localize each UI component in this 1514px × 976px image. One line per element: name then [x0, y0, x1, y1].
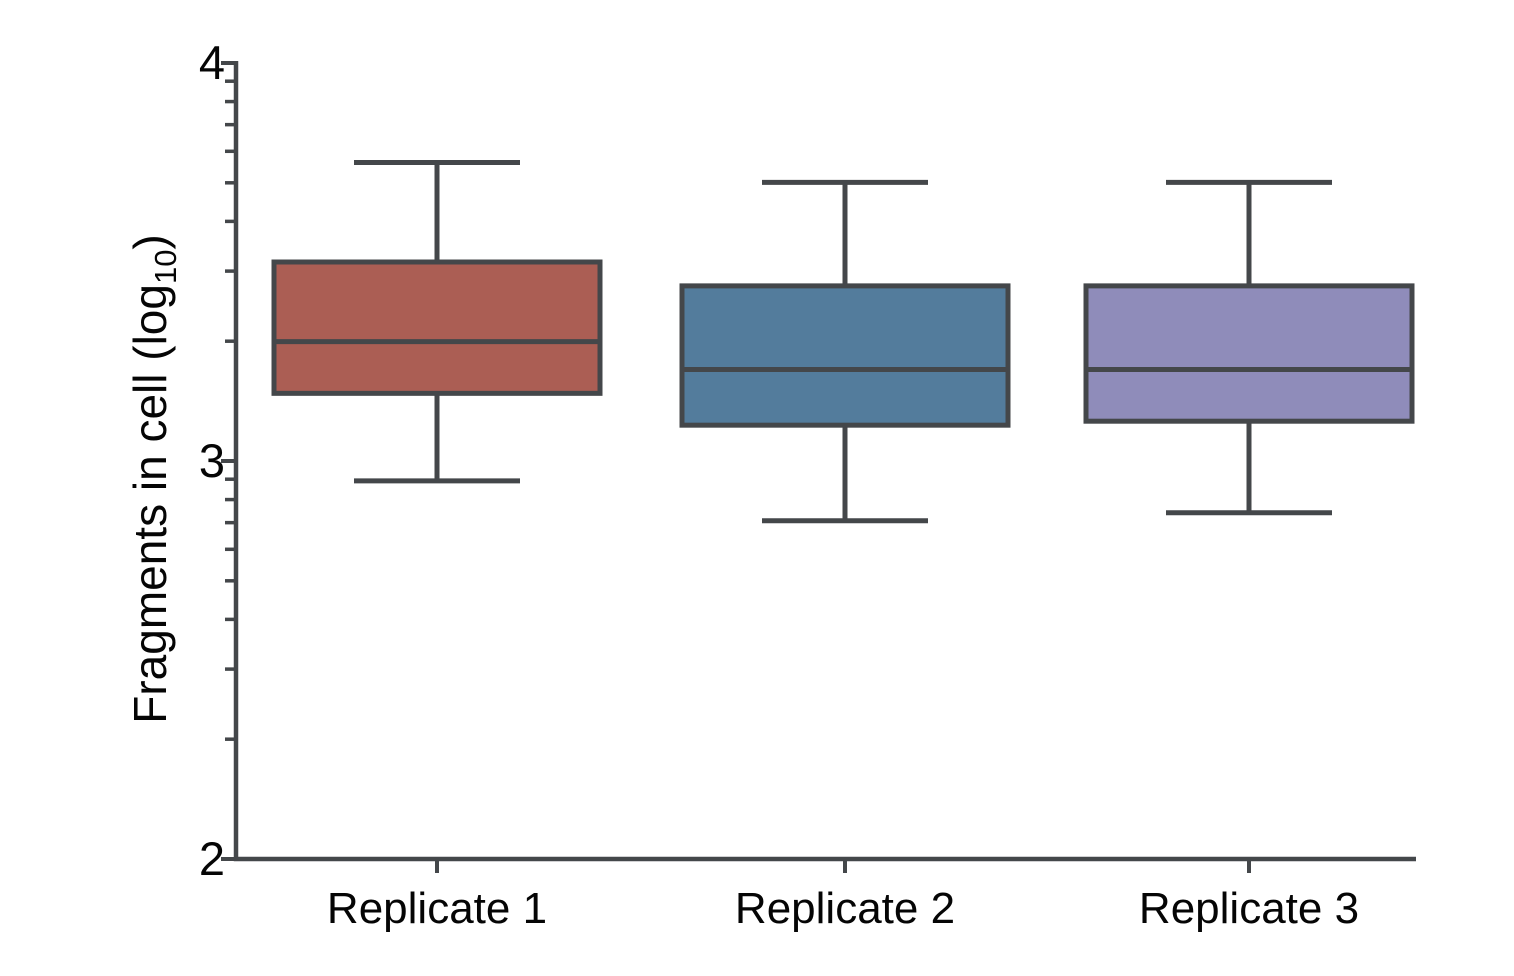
box-replicate-1: [271, 259, 603, 396]
y-axis-title-suffix: ): [124, 234, 176, 250]
y-tick-label-4: 4: [198, 36, 225, 89]
y-axis-title: Fragments in cell (log10): [121, 179, 183, 779]
x-tick-label-replicate-2: Replicate 2: [734, 884, 956, 933]
y-tick-label-2: 2: [198, 832, 225, 885]
y-tick-label-3: 3: [198, 434, 225, 487]
y-axis-title-text: Fragments in cell (log: [124, 284, 176, 724]
x-tick-label-replicate-3: Replicate 3: [1138, 884, 1360, 933]
x-tick-label-replicate-1: Replicate 1: [326, 884, 548, 933]
box-replicate-3: [1083, 283, 1415, 424]
y-axis-title-subscript: 10: [148, 249, 183, 285]
box-replicate-2: [679, 283, 1011, 428]
